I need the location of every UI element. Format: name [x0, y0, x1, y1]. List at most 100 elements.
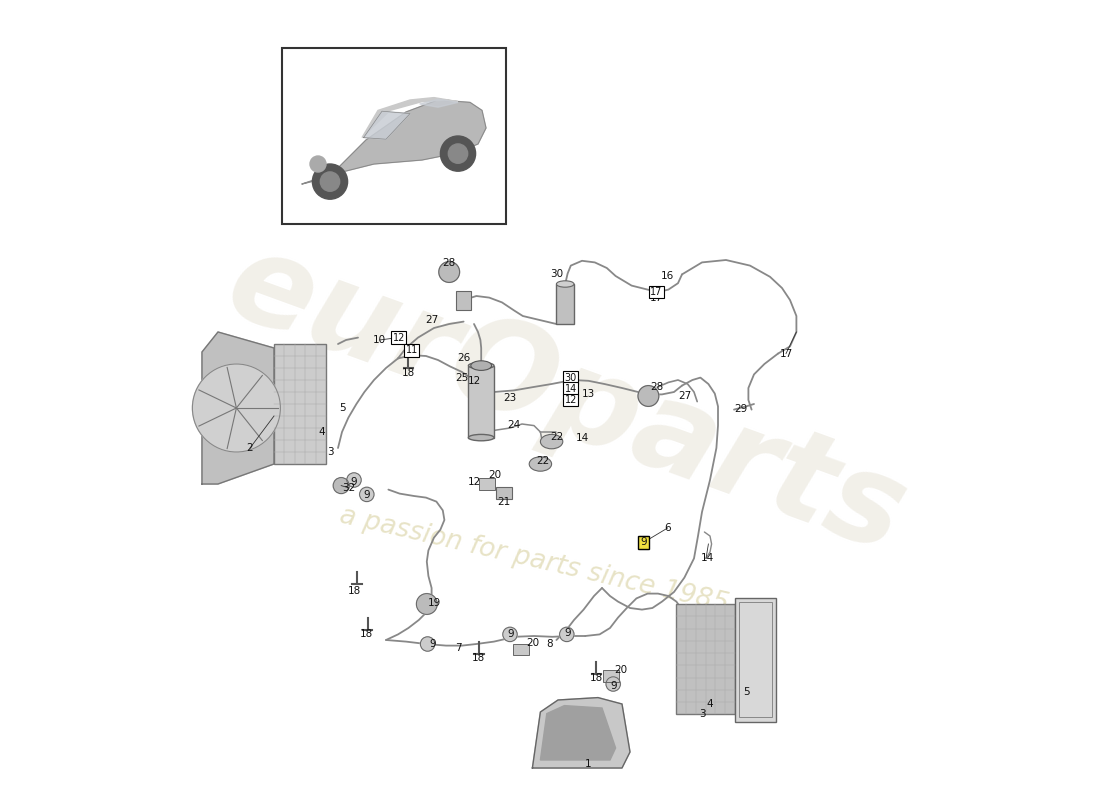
Text: 9: 9: [429, 639, 436, 649]
Text: 19: 19: [428, 598, 441, 608]
Text: 18: 18: [472, 654, 485, 663]
Text: 20: 20: [526, 638, 539, 648]
Text: 14: 14: [564, 384, 576, 394]
Circle shape: [420, 637, 434, 651]
Text: 13: 13: [582, 389, 595, 398]
Polygon shape: [302, 100, 486, 184]
Bar: [557, 284, 574, 324]
Text: eurOparts: eurOparts: [211, 222, 921, 578]
Text: 4: 4: [706, 699, 713, 709]
Bar: [514, 644, 529, 655]
Text: 20: 20: [488, 470, 502, 480]
Text: 9: 9: [640, 538, 647, 547]
Text: 30: 30: [564, 373, 576, 382]
Text: 20: 20: [615, 665, 628, 674]
Text: 12: 12: [393, 333, 405, 342]
Text: 3: 3: [327, 447, 333, 457]
Text: 25: 25: [455, 373, 469, 382]
Bar: [603, 670, 619, 682]
Text: 3: 3: [698, 710, 705, 719]
Circle shape: [310, 156, 326, 172]
Bar: [469, 366, 494, 438]
Text: 10: 10: [373, 335, 386, 345]
Text: 27: 27: [678, 391, 691, 401]
Text: 4: 4: [319, 427, 326, 437]
Bar: [282, 48, 506, 224]
Text: 16: 16: [661, 271, 674, 281]
Text: 27: 27: [425, 315, 438, 325]
Text: 9: 9: [351, 477, 358, 486]
Circle shape: [417, 594, 437, 614]
Bar: [735, 598, 777, 722]
Circle shape: [333, 478, 349, 494]
Polygon shape: [532, 698, 630, 768]
Text: 21: 21: [497, 497, 510, 506]
Polygon shape: [364, 111, 410, 139]
Bar: [478, 478, 495, 490]
Text: 18: 18: [590, 674, 603, 683]
Circle shape: [560, 627, 574, 642]
Circle shape: [192, 364, 280, 452]
Text: 28: 28: [442, 258, 455, 268]
Text: 18: 18: [402, 368, 415, 378]
Circle shape: [312, 164, 348, 199]
Text: 6: 6: [664, 523, 671, 533]
Circle shape: [606, 677, 620, 691]
Ellipse shape: [471, 361, 492, 370]
Ellipse shape: [540, 434, 563, 449]
Text: 8: 8: [546, 639, 552, 649]
Text: 12: 12: [469, 477, 482, 486]
Text: 5: 5: [744, 687, 750, 697]
Circle shape: [638, 386, 659, 406]
Text: 30: 30: [550, 269, 563, 278]
Text: 5: 5: [339, 403, 345, 413]
Circle shape: [320, 172, 340, 191]
Text: 22: 22: [550, 432, 563, 442]
Text: 22: 22: [536, 456, 549, 466]
Bar: [274, 344, 326, 464]
Text: 9: 9: [640, 538, 647, 547]
Ellipse shape: [469, 362, 494, 369]
Text: 12: 12: [564, 395, 578, 405]
Text: 11: 11: [407, 350, 420, 359]
Circle shape: [439, 262, 460, 282]
Bar: [456, 291, 471, 310]
Text: 29: 29: [735, 404, 748, 414]
Polygon shape: [362, 98, 458, 138]
Text: 9: 9: [507, 629, 514, 638]
Text: 14: 14: [701, 554, 714, 563]
Text: 9: 9: [564, 628, 571, 638]
Text: 17: 17: [780, 349, 793, 358]
Text: 18: 18: [348, 586, 361, 596]
Text: 7: 7: [455, 643, 462, 653]
Text: 11: 11: [406, 346, 418, 355]
Text: 17: 17: [650, 287, 662, 297]
Bar: [496, 487, 512, 499]
Bar: [676, 604, 735, 714]
Text: a passion for parts since 1985: a passion for parts since 1985: [337, 502, 732, 618]
Text: 26: 26: [456, 353, 470, 362]
Text: 24: 24: [507, 420, 520, 430]
Text: 28: 28: [650, 382, 663, 392]
Ellipse shape: [529, 457, 551, 471]
Polygon shape: [202, 332, 274, 484]
Bar: [739, 602, 771, 717]
Text: 9: 9: [363, 490, 370, 500]
Circle shape: [440, 136, 475, 171]
Polygon shape: [540, 706, 616, 760]
Text: 18: 18: [360, 630, 373, 639]
Ellipse shape: [469, 434, 494, 441]
Text: 9: 9: [609, 682, 616, 691]
Text: 2: 2: [246, 443, 253, 453]
Text: 23: 23: [504, 393, 517, 402]
Text: 32: 32: [342, 483, 355, 493]
Circle shape: [503, 627, 517, 642]
Circle shape: [360, 487, 374, 502]
Ellipse shape: [557, 281, 574, 287]
Circle shape: [346, 473, 361, 487]
Text: 14: 14: [576, 434, 590, 443]
Circle shape: [449, 144, 468, 163]
Polygon shape: [419, 99, 458, 107]
Text: 12: 12: [469, 376, 482, 386]
Text: 1: 1: [585, 759, 592, 769]
